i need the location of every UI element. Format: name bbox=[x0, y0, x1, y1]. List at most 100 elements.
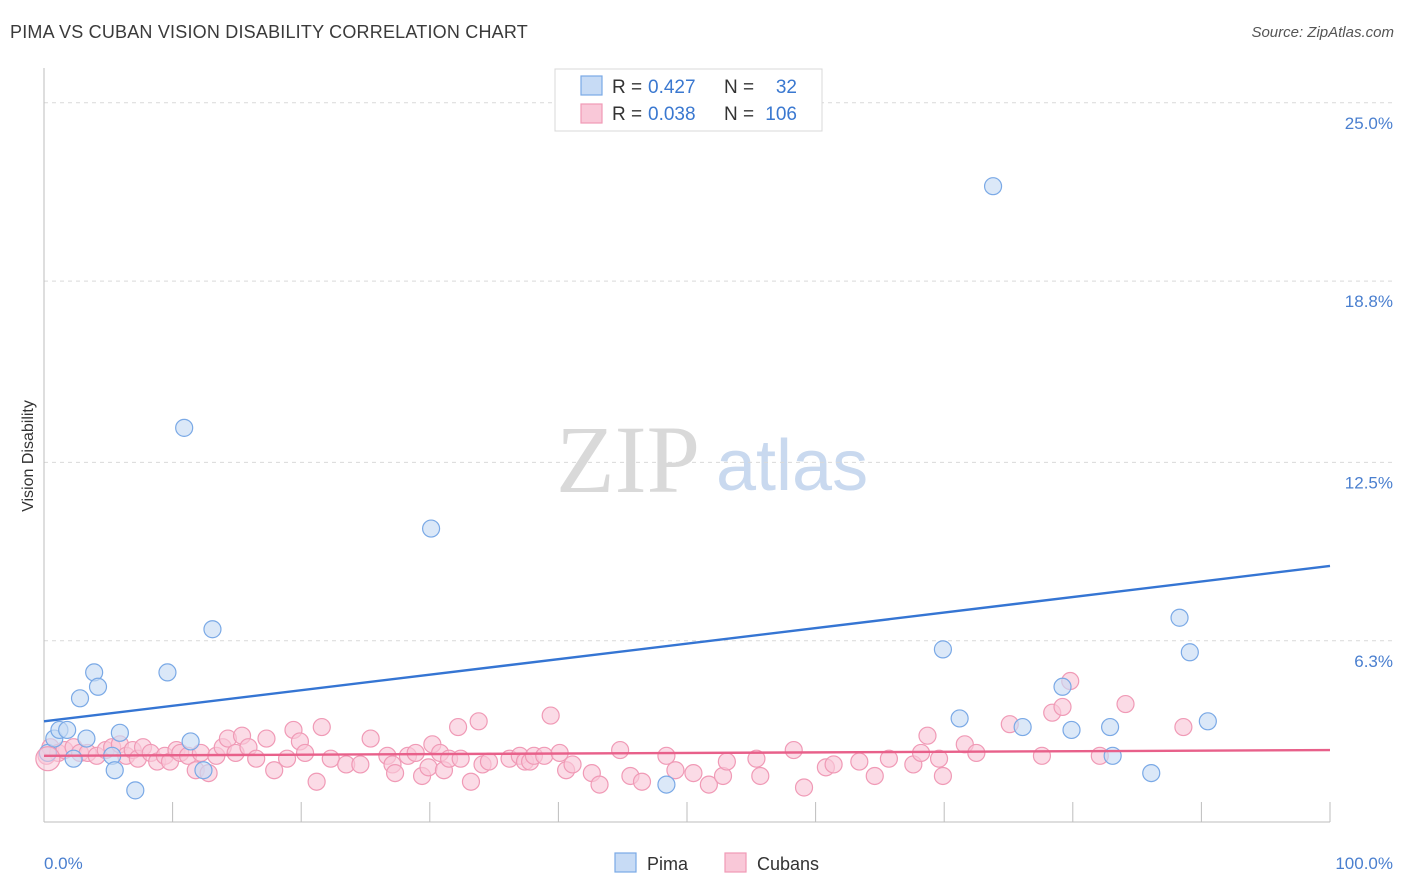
point-pima bbox=[70, 689, 90, 708]
point-pima bbox=[1142, 763, 1161, 783]
series-legend: Pima Cubans bbox=[614, 852, 819, 874]
point-cubans bbox=[312, 717, 331, 737]
point-pima bbox=[77, 729, 96, 748]
x-tick-labels: 0.0% 100.0% bbox=[44, 854, 1393, 873]
point-pima bbox=[1013, 717, 1032, 737]
point-pima bbox=[126, 781, 145, 800]
point-cubans bbox=[751, 766, 770, 786]
point-cubans bbox=[541, 706, 560, 725]
point-cubans bbox=[469, 712, 488, 731]
point-pima bbox=[1053, 677, 1072, 696]
point-cubans bbox=[918, 726, 937, 745]
point-pima bbox=[88, 677, 108, 696]
y-tick-label: 25.0% bbox=[1345, 114, 1393, 133]
point-pima bbox=[110, 723, 129, 742]
legend-r-value-pima: 0.427 bbox=[648, 77, 696, 98]
point-cubans bbox=[794, 778, 814, 797]
y-tick-label: 12.5% bbox=[1345, 473, 1393, 492]
point-pima bbox=[64, 749, 83, 768]
point-pima bbox=[950, 709, 969, 728]
point-cubans bbox=[351, 755, 370, 774]
series-label-cubans: Cubans bbox=[757, 854, 819, 874]
legend-n-label-pima: N = bbox=[724, 77, 754, 98]
legend-n-value-cubans: 106 bbox=[765, 104, 797, 125]
series-label-pima: Pima bbox=[647, 854, 689, 874]
point-cubans bbox=[448, 717, 468, 737]
point-cubans bbox=[247, 749, 266, 768]
point-pima bbox=[175, 418, 194, 437]
point-pima bbox=[1180, 643, 1199, 662]
point-cubans bbox=[590, 775, 609, 794]
point-cubans bbox=[321, 749, 340, 768]
point-cubans bbox=[257, 729, 276, 748]
watermark-atlas: atlas bbox=[716, 426, 868, 506]
point-cubans bbox=[1053, 697, 1072, 717]
point-cubans bbox=[1032, 746, 1052, 765]
point-pima bbox=[657, 775, 676, 794]
point-cubans bbox=[684, 763, 703, 783]
point-cubans bbox=[850, 752, 869, 771]
axes bbox=[43, 68, 1331, 823]
point-cubans bbox=[563, 755, 582, 774]
legend-n-value-pima: 32 bbox=[776, 77, 797, 98]
point-cubans bbox=[277, 749, 297, 768]
point-cubans bbox=[717, 752, 736, 771]
y-tick-label: 6.3% bbox=[1354, 652, 1393, 671]
point-cubans bbox=[879, 749, 899, 768]
point-cubans bbox=[307, 772, 326, 791]
point-pima bbox=[421, 519, 441, 538]
point-pima bbox=[933, 640, 953, 659]
point-cubans bbox=[295, 743, 315, 763]
point-cubans bbox=[784, 740, 803, 760]
point-cubans bbox=[611, 740, 630, 760]
point-cubans bbox=[699, 775, 718, 794]
point-cubans bbox=[657, 746, 676, 765]
point-cubans bbox=[1174, 717, 1193, 737]
point-cubans bbox=[865, 766, 884, 786]
legend-n-label-cubans: N = bbox=[724, 104, 754, 125]
point-cubans bbox=[461, 772, 481, 791]
chart-title: PIMA VS CUBAN VISION DISABILITY CORRELAT… bbox=[10, 22, 528, 42]
legend-r-label-cubans: R = bbox=[612, 104, 642, 125]
point-cubans bbox=[385, 763, 405, 783]
point-cubans bbox=[824, 755, 843, 774]
point-cubans bbox=[265, 761, 284, 780]
point-pima bbox=[983, 177, 1003, 196]
point-pima bbox=[158, 663, 177, 682]
point-cubans bbox=[632, 772, 652, 791]
point-cubans bbox=[1116, 694, 1135, 714]
y-axis-label: Vision Disability bbox=[20, 400, 37, 512]
x-tick-max: 100.0% bbox=[1335, 854, 1393, 873]
point-cubans bbox=[419, 758, 438, 777]
legend-r-value-cubans: 0.038 bbox=[648, 104, 696, 125]
point-pima bbox=[1170, 608, 1189, 627]
watermark: ZIP atlas bbox=[556, 406, 868, 513]
x-tick-min: 0.0% bbox=[44, 854, 83, 873]
point-cubans bbox=[535, 746, 554, 765]
trend-line-pima bbox=[43, 564, 1331, 723]
point-cubans bbox=[35, 746, 61, 772]
point-pima bbox=[181, 732, 200, 751]
watermark-zip: ZIP bbox=[556, 406, 700, 513]
point-pima bbox=[1198, 712, 1217, 731]
point-cubans bbox=[933, 766, 953, 786]
y-tick-label: 18.8% bbox=[1345, 292, 1393, 311]
point-pima bbox=[1100, 717, 1120, 737]
point-cubans bbox=[479, 752, 499, 771]
point-pima bbox=[194, 761, 213, 780]
legend-swatch-cubans bbox=[580, 103, 603, 124]
series-swatch-cubans bbox=[724, 852, 747, 873]
legend-r-label-pima: R = bbox=[612, 77, 642, 98]
series-swatch-pima bbox=[614, 852, 637, 873]
point-pima bbox=[58, 720, 77, 740]
legend-swatch-pima bbox=[580, 75, 603, 96]
correlation-legend: R = 0.427 N = 32 R = 0.038 N = 106 bbox=[554, 68, 823, 132]
point-pima bbox=[1062, 720, 1081, 740]
trend-line-cubans bbox=[43, 748, 1331, 758]
point-cubans bbox=[361, 729, 380, 748]
source-label: Source: ZipAtlas.com bbox=[1251, 24, 1394, 41]
point-pima bbox=[203, 620, 222, 639]
y-tick-labels: 25.0% 18.8% 12.5% 6.3% bbox=[1345, 114, 1393, 671]
gridlines bbox=[44, 102, 1392, 642]
